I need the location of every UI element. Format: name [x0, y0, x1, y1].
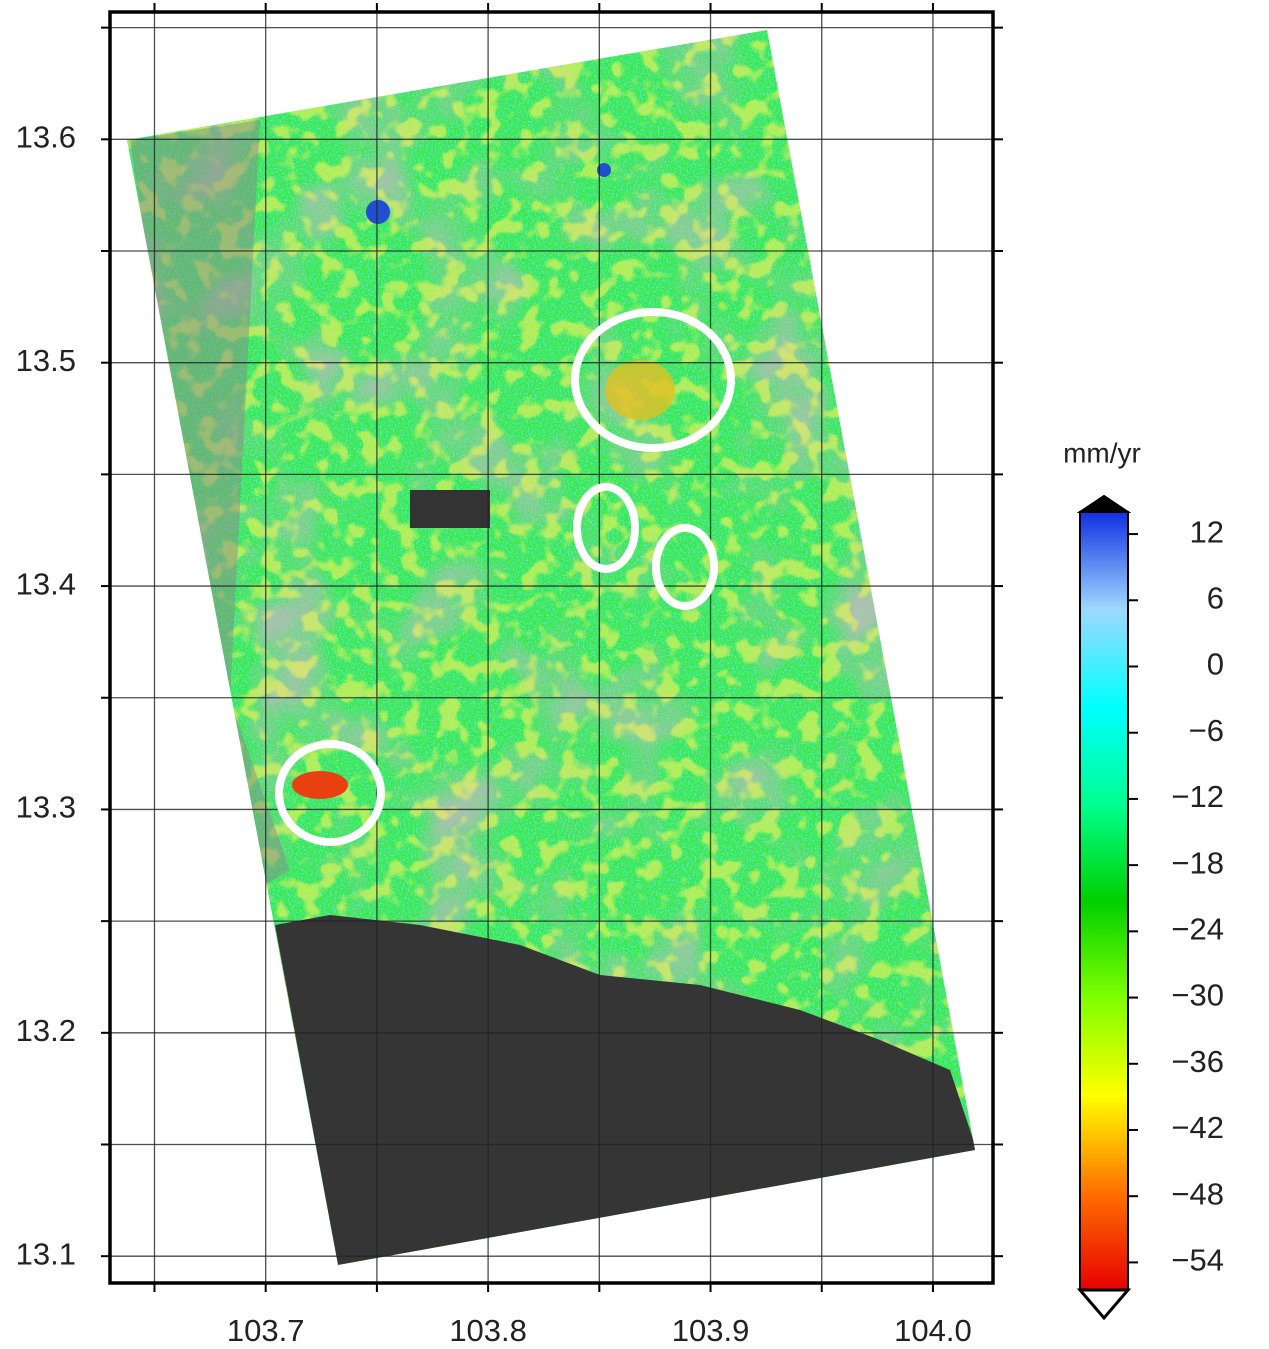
colorbar-tick-label: −48 [1171, 1176, 1224, 1211]
colorbar-tick-label: −18 [1171, 845, 1224, 880]
colorbar-tick-label: −12 [1171, 779, 1224, 814]
map-area [110, 12, 993, 1283]
colorbar-tick-label: −30 [1171, 978, 1224, 1013]
x-tick-label: 103.7 [227, 1313, 305, 1348]
x-tick-label: 103.8 [449, 1313, 527, 1348]
map-frame [108, 10, 995, 1285]
colorbar-tick-label: −6 [1189, 713, 1224, 748]
colorbar-tick-label: 0 [1207, 647, 1224, 682]
colorbar-tick-label: −54 [1171, 1243, 1224, 1278]
colorbar: mm/yr 12 6 0 −6 −12 −18 −24 −30 −36 −42 −48 −54 [1063, 437, 1224, 1321]
y-tick-label: 13.3 [16, 790, 76, 825]
x-tick-label: 104.0 [894, 1313, 972, 1348]
colorbar-tick-label: −24 [1171, 912, 1224, 947]
highlight-circle [571, 308, 735, 452]
y-tick-label: 13.1 [16, 1236, 76, 1271]
grid [110, 12, 993, 1283]
colorbar-tick-label: −36 [1171, 1044, 1224, 1079]
colorbar-over [1076, 494, 1132, 513]
y-tick-label: 13.4 [16, 566, 76, 601]
y-tick-label: 13.5 [16, 343, 76, 378]
colorbar-ramp [1079, 511, 1129, 1291]
y-tick-label: 13.2 [16, 1013, 76, 1048]
colorbar-label: mm/yr [1063, 437, 1141, 468]
velocity-swath [127, 30, 975, 1265]
colorbar-under [1076, 1288, 1132, 1321]
highlight-circle [573, 483, 639, 573]
x-tick-label: 103.9 [672, 1313, 750, 1348]
highlight-circle [652, 524, 718, 610]
colorbar-tick-label: 6 [1207, 580, 1224, 615]
highlight-circle [275, 740, 385, 846]
axes: 103.7 103.8 103.9 104.0 13.1 13.2 13.3 13.4 13.5… [16, 3, 1003, 1348]
y-tick-label: 13.6 [16, 120, 76, 155]
colorbar-tick-label: −42 [1171, 1110, 1224, 1145]
colorbar-tick-label: 12 [1190, 514, 1224, 549]
highlight-circles [275, 308, 735, 846]
